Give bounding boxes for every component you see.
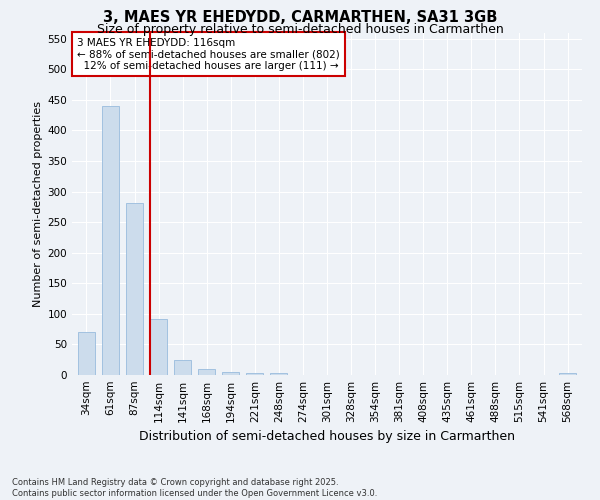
Text: 3, MAES YR EHEDYDD, CARMARTHEN, SA31 3GB: 3, MAES YR EHEDYDD, CARMARTHEN, SA31 3GB (103, 10, 497, 25)
Bar (271, 373, 287, 375)
Y-axis label: Number of semi-detached properties: Number of semi-detached properties (33, 101, 43, 306)
Text: Size of property relative to semi-detached houses in Carmarthen: Size of property relative to semi-detach… (97, 22, 503, 36)
Bar (247, 372, 263, 375)
Bar (223, 372, 239, 375)
Text: 3 MAES YR EHEDYDD: 116sqm
← 88% of semi-detached houses are smaller (802)
  12% : 3 MAES YR EHEDYDD: 116sqm ← 88% of semi-… (77, 38, 340, 71)
Bar (559, 373, 576, 375)
Bar (126, 202, 143, 375)
Bar (78, 332, 95, 375)
Bar (150, 320, 167, 375)
Bar (102, 106, 119, 375)
Text: Contains HM Land Registry data © Crown copyright and database right 2025.
Contai: Contains HM Land Registry data © Crown c… (12, 478, 377, 498)
Bar (198, 369, 215, 375)
X-axis label: Distribution of semi-detached houses by size in Carmarthen: Distribution of semi-detached houses by … (139, 430, 515, 444)
Bar (174, 360, 191, 375)
